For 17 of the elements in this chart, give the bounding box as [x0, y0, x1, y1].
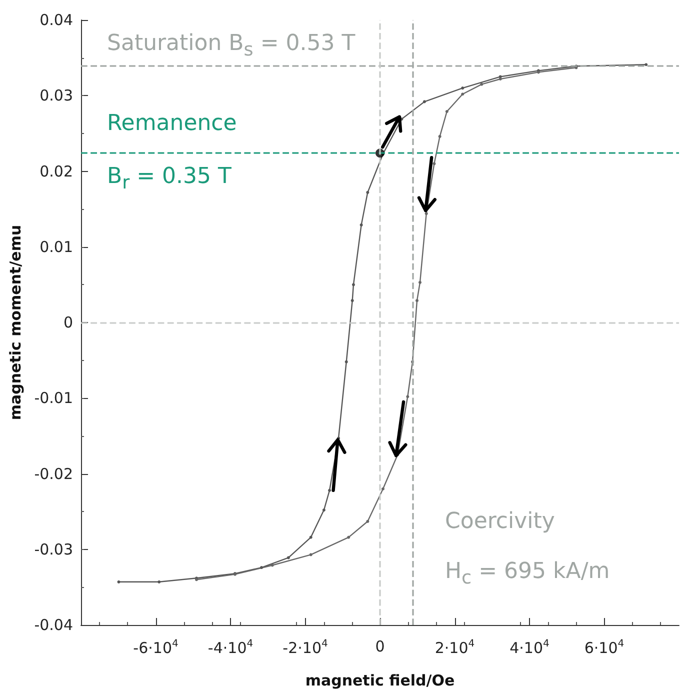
y-tick-label: 0.03: [40, 86, 73, 105]
y-tick-label: 0.02: [40, 162, 73, 180]
annotation: Remanence: [105, 110, 239, 138]
y-tick-label: -0.03: [34, 540, 73, 558]
annotation: Coercivity: [443, 508, 557, 536]
y-tick-label: -0.01: [34, 389, 73, 408]
x-axis-title: magnetic field/Oe: [305, 672, 455, 690]
y-tick-label: -0.02: [34, 464, 73, 483]
y-tick-label: 0.01: [40, 238, 73, 256]
x-tick-label: 0: [375, 638, 385, 656]
y-tick-label: 0.04: [40, 11, 73, 29]
annotation: H$_{c}$ = 695 kA/m: [443, 558, 612, 592]
annotation: Saturation B$_{s}$ = 0.53 T: [105, 30, 358, 64]
y-tick-label: -0.04: [34, 616, 73, 634]
annotation: B$_{r}$ = 0.35 T: [105, 163, 234, 198]
y-axis-title: magnetic moment/emu: [6, 224, 24, 420]
y-tick-label: 0: [63, 314, 73, 332]
